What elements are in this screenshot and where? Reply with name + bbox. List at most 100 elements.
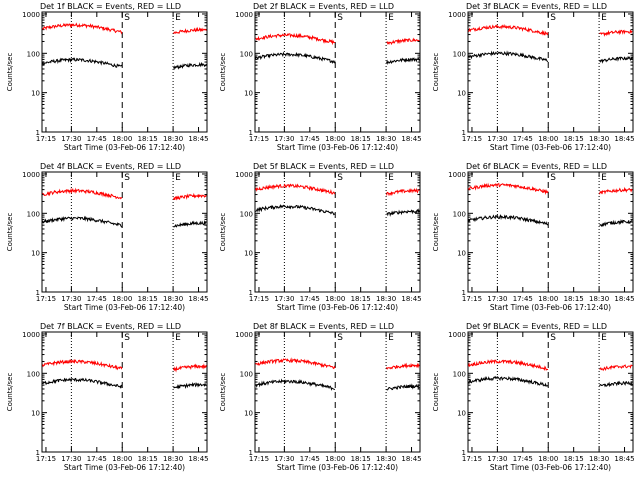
y-axis-label: Counts/sec <box>219 373 227 412</box>
lld-series-line <box>255 32 336 46</box>
end-marker: E <box>388 173 394 183</box>
panel-8: Det 8f BLACK = Events, RED = LLD Counts/s… <box>219 322 422 472</box>
lld-series-line <box>386 37 420 46</box>
y-tick-label: 1000 <box>235 331 253 339</box>
end-marker: E <box>601 13 607 23</box>
x-tick-label: 17:15 <box>36 295 56 303</box>
x-tick-label: 18:15 <box>351 135 371 143</box>
y-tick-label: 10 <box>457 410 466 418</box>
lld-series-line <box>468 182 549 195</box>
start-marker: S <box>124 173 130 183</box>
panel-5: Det 5f BLACK = Events, RED = LLD Counts/s… <box>219 162 422 312</box>
events-series-line <box>468 50 549 63</box>
end-marker: E <box>388 13 394 23</box>
panel-title: Det 9f BLACK = Events, RED = LLD <box>466 322 607 331</box>
x-tick-label: 17:30 <box>61 455 81 463</box>
panel-1: Det 1f BLACK = Events, RED = LLD Counts/s… <box>6 2 209 152</box>
x-tick-label: 17:45 <box>513 135 533 143</box>
plot-frame <box>41 331 208 453</box>
x-tick-label: 18:45 <box>614 455 634 463</box>
x-axis-label: Start Time (03-Feb-06 17:12:40) <box>490 463 611 472</box>
lld-series-line <box>599 364 633 372</box>
lld-series-line <box>173 26 207 35</box>
y-tick-label: 1000 <box>22 331 40 339</box>
events-series-line <box>255 378 336 391</box>
lld-series-line <box>386 187 420 197</box>
x-tick-label: 18:00 <box>538 455 558 463</box>
events-series-line <box>42 377 123 389</box>
plot-frame <box>467 331 634 453</box>
y-tick-label: 1000 <box>22 171 40 179</box>
x-tick-label: 18:15 <box>351 295 371 303</box>
x-tick-label: 17:15 <box>36 455 56 463</box>
events-series-line <box>255 51 336 64</box>
events-series-line <box>599 380 633 388</box>
x-tick-label: 17:45 <box>300 455 320 463</box>
x-tick-label: 17:30 <box>274 295 294 303</box>
y-tick-label: 100 <box>453 370 466 378</box>
events-series-line <box>599 55 633 64</box>
lld-series-line <box>255 357 336 370</box>
lld-series-line <box>42 187 123 200</box>
y-tick-label: 100 <box>27 370 40 378</box>
end-marker: E <box>601 333 607 343</box>
end-marker: E <box>175 13 181 23</box>
panel-title: Det 4f BLACK = Events, RED = LLD <box>40 162 181 171</box>
x-tick-label: 17:30 <box>487 135 507 143</box>
y-tick-label: 10 <box>244 250 253 258</box>
plot-frame <box>254 331 421 453</box>
x-tick-label: 17:15 <box>249 135 269 143</box>
panel-7: Det 7f BLACK = Events, RED = LLD Counts/s… <box>6 322 209 472</box>
y-tick-label: 1 <box>249 129 253 137</box>
y-tick-label: 1000 <box>235 171 253 179</box>
y-axis-label: Counts/sec <box>432 213 440 252</box>
x-tick-label: 18:00 <box>112 135 132 143</box>
events-series-line <box>173 61 207 71</box>
x-tick-label: 18:00 <box>538 295 558 303</box>
x-axis-label: Start Time (03-Feb-06 17:12:40) <box>490 143 611 152</box>
x-tick-label: 18:45 <box>401 295 421 303</box>
lld-series-line <box>468 23 549 36</box>
start-marker: S <box>337 333 343 343</box>
lld-series-line <box>173 363 207 373</box>
x-axis-label: Start Time (03-Feb-06 17:12:40) <box>277 463 398 472</box>
panel-3: Det 3f BLACK = Events, RED = LLD Counts/s… <box>432 2 635 152</box>
x-tick-label: 18:30 <box>589 135 609 143</box>
lld-series-line <box>386 362 420 370</box>
end-marker: E <box>175 173 181 183</box>
y-axis-label: Counts/sec <box>432 53 440 92</box>
start-marker: S <box>337 173 343 183</box>
x-tick-label: 18:00 <box>325 135 345 143</box>
x-tick-label: 17:30 <box>61 295 81 303</box>
x-axis-label: Start Time (03-Feb-06 17:12:40) <box>490 303 611 312</box>
x-tick-label: 18:45 <box>401 135 421 143</box>
panel-title: Det 6f BLACK = Events, RED = LLD <box>466 162 607 171</box>
y-tick-label: 10 <box>244 410 253 418</box>
x-tick-label: 18:15 <box>564 295 584 303</box>
y-tick-label: 10 <box>31 410 40 418</box>
x-tick-label: 18:30 <box>376 455 396 463</box>
events-series-line <box>255 204 336 216</box>
y-tick-label: 1 <box>249 289 253 297</box>
panel-title: Det 7f BLACK = Events, RED = LLD <box>40 322 181 331</box>
panel-6: Det 6f BLACK = Events, RED = LLD Counts/s… <box>432 162 635 312</box>
x-tick-label: 18:45 <box>614 135 634 143</box>
x-tick-label: 17:15 <box>462 455 482 463</box>
start-marker: S <box>124 13 130 23</box>
y-tick-label: 100 <box>240 370 253 378</box>
x-axis-label: Start Time (03-Feb-06 17:12:40) <box>277 143 398 152</box>
x-tick-label: 17:45 <box>300 135 320 143</box>
lld-series-line <box>173 192 207 201</box>
y-tick-label: 100 <box>240 50 253 58</box>
x-tick-label: 18:00 <box>112 455 132 463</box>
y-tick-label: 1000 <box>22 11 40 19</box>
y-tick-label: 1000 <box>448 171 466 179</box>
x-tick-label: 17:45 <box>87 135 107 143</box>
x-tick-label: 18:00 <box>325 295 345 303</box>
plot-frame <box>467 171 634 293</box>
x-axis-label: Start Time (03-Feb-06 17:12:40) <box>64 463 185 472</box>
end-marker: E <box>388 333 394 343</box>
y-tick-label: 1 <box>36 449 40 457</box>
x-tick-label: 18:30 <box>163 455 183 463</box>
x-tick-label: 17:15 <box>36 135 56 143</box>
